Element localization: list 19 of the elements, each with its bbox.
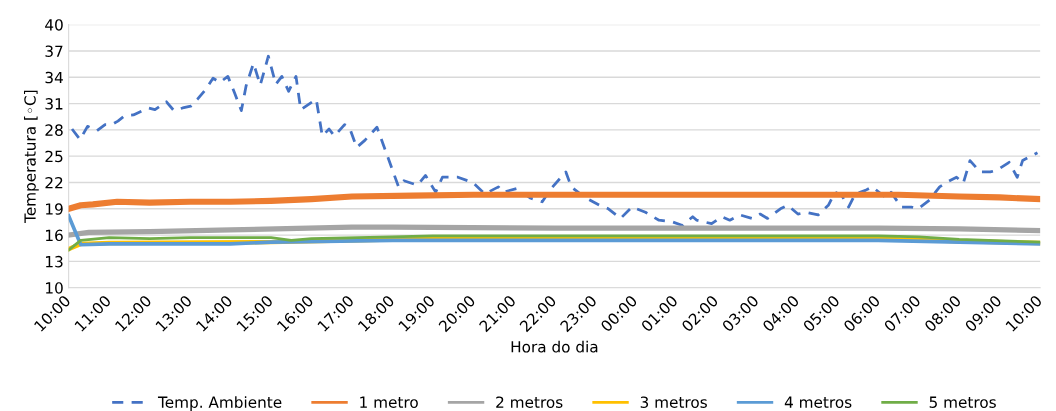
y-tick-label: 19	[46, 203, 63, 215]
legend-label: 1 metro	[360, 396, 418, 408]
y-tick-label: 28	[45, 124, 63, 136]
legend-label: Temp. Ambiente	[157, 396, 282, 411]
legend-label: 4 metros	[784, 396, 852, 408]
y-tick-label: 10	[46, 282, 63, 294]
y-tick-label: 25	[45, 150, 63, 163]
y-tick-label: 22	[45, 176, 63, 189]
x-axis-title: Hora do dia	[511, 340, 598, 353]
y-tick-label: 37	[45, 45, 63, 57]
legend-label: 2 metros	[496, 396, 563, 408]
y-tick-label: 40	[45, 19, 63, 31]
legend-label: 5 metros	[929, 396, 996, 408]
y-axis-title: Temperatura [◦C]	[24, 90, 39, 223]
y-tick-label: 13	[46, 255, 63, 268]
legend-label: 3 metros	[640, 396, 707, 408]
y-tick-label: 34	[45, 71, 63, 84]
y-tick-label: 16	[46, 229, 63, 242]
y-tick-label: 31	[45, 98, 63, 110]
